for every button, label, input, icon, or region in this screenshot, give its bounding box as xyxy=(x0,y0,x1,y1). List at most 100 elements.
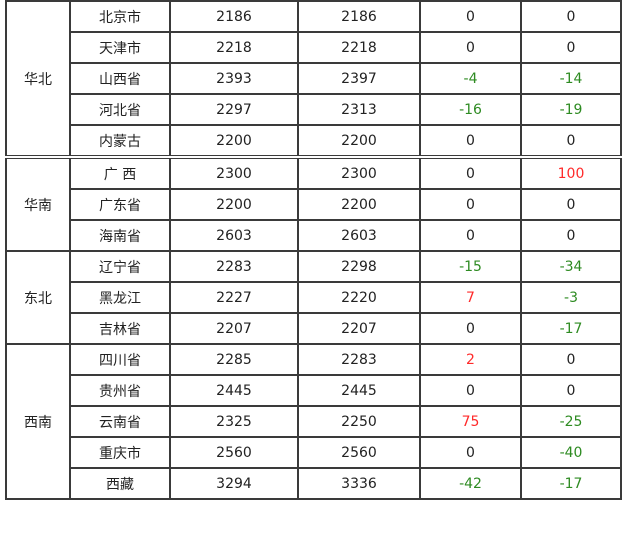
change-cell: -34 xyxy=(520,250,622,283)
table-row: 西南 四川省 2285 2283 2 0 xyxy=(5,343,622,500)
province-cell: 山西省 xyxy=(69,62,171,95)
province-cell: 四川省 xyxy=(69,343,171,376)
change-cell: 0 xyxy=(419,436,522,469)
value-cell: 2200 xyxy=(297,124,421,158)
change-cell: -15 xyxy=(419,250,522,283)
table-row: 西藏 3294 3336 -42 -17 xyxy=(6,467,622,500)
change-cell: -17 xyxy=(520,312,622,345)
value-cell: 3336 xyxy=(297,467,421,500)
table-row: 黑龙江 2227 2220 7 -3 xyxy=(6,281,622,314)
region-cell: 华南 xyxy=(5,155,71,252)
value-cell: 2186 xyxy=(297,0,421,33)
change-cell: 0 xyxy=(520,343,622,376)
value-cell: 2397 xyxy=(297,62,421,95)
value-cell: 2200 xyxy=(297,188,421,221)
value-cell: 2186 xyxy=(169,0,299,33)
province-cell: 辽宁省 xyxy=(69,250,171,283)
province-cell: 海南省 xyxy=(69,219,171,252)
value-cell: 2445 xyxy=(297,374,421,407)
value-cell: 2207 xyxy=(169,312,299,345)
table-row: 吉林省 2207 2207 0 -17 xyxy=(6,312,622,345)
value-cell: 2207 xyxy=(297,312,421,345)
change-cell: 100 xyxy=(520,155,622,190)
value-cell: 2220 xyxy=(297,281,421,314)
region-cell: 华北 xyxy=(5,0,71,158)
value-cell: 2283 xyxy=(297,343,421,376)
province-cell: 重庆市 xyxy=(69,436,171,469)
value-cell: 2298 xyxy=(297,250,421,283)
change-cell: -4 xyxy=(419,62,522,95)
value-cell: 2560 xyxy=(297,436,421,469)
change-cell: -14 xyxy=(520,62,622,95)
change-cell: 0 xyxy=(520,374,622,407)
region-cell: 东北 xyxy=(5,250,71,345)
change-cell: 0 xyxy=(419,188,522,221)
table-row: 山西省 2393 2397 -4 -14 xyxy=(6,62,622,95)
change-cell: 0 xyxy=(520,219,622,252)
value-cell: 2250 xyxy=(297,405,421,438)
province-cell: 贵州省 xyxy=(69,374,171,407)
value-cell: 2300 xyxy=(169,155,299,190)
province-cell: 广 西 xyxy=(69,155,171,190)
value-cell: 2603 xyxy=(169,219,299,252)
value-cell: 2200 xyxy=(169,124,299,158)
province-cell: 天津市 xyxy=(69,31,171,64)
table-row: 内蒙古 2200 2200 0 0 xyxy=(6,124,622,158)
province-cell: 广东省 xyxy=(69,188,171,221)
province-cell: 河北省 xyxy=(69,93,171,126)
change-cell: -25 xyxy=(520,405,622,438)
value-cell: 2200 xyxy=(169,188,299,221)
change-cell: 0 xyxy=(419,219,522,252)
value-cell: 2218 xyxy=(169,31,299,64)
value-cell: 3294 xyxy=(169,467,299,500)
table-row: 华南广 西 2300 2300 0 100 xyxy=(5,155,622,252)
change-cell: 75 xyxy=(419,405,522,438)
change-cell: -17 xyxy=(520,467,622,500)
value-cell: 2445 xyxy=(169,374,299,407)
change-cell: -42 xyxy=(419,467,522,500)
change-cell: 0 xyxy=(520,188,622,221)
value-cell: 2285 xyxy=(169,343,299,376)
table-row: 广东省 2200 2200 0 0 xyxy=(6,188,622,221)
table-row: 天津市 2218 2218 0 0 xyxy=(6,31,622,64)
change-cell: 2 xyxy=(419,343,522,376)
value-cell: 2227 xyxy=(169,281,299,314)
table-row: 海南省 2603 2603 0 0 xyxy=(6,219,622,252)
table-row: 东北 辽宁省 2283 2298 -15 -34 xyxy=(5,250,622,345)
province-cell: 黑龙江 xyxy=(69,281,171,314)
change-cell: -3 xyxy=(520,281,622,314)
value-cell: 2393 xyxy=(169,62,299,95)
value-cell: 2218 xyxy=(297,31,421,64)
change-cell: -40 xyxy=(520,436,622,469)
value-cell: 2560 xyxy=(169,436,299,469)
value-cell: 2603 xyxy=(297,219,421,252)
change-cell: 0 xyxy=(419,124,522,158)
value-cell: 2300 xyxy=(297,155,421,190)
table-row: 贵州省 2445 2445 0 0 xyxy=(6,374,622,407)
change-cell: 0 xyxy=(419,374,522,407)
province-cell: 云南省 xyxy=(69,405,171,438)
change-cell: 7 xyxy=(419,281,522,314)
province-cell: 内蒙古 xyxy=(69,124,171,158)
province-cell: 北京市 xyxy=(69,0,171,33)
change-cell: 0 xyxy=(419,155,522,190)
change-cell: 0 xyxy=(419,31,522,64)
change-cell: 0 xyxy=(520,124,622,158)
value-cell: 2313 xyxy=(297,93,421,126)
price-table: 华北 北京市 2186 2186 0 0 天津市 2218 2218 0 0 山西省 2393 2397-… xyxy=(5,0,622,500)
province-cell: 吉林省 xyxy=(69,312,171,345)
value-cell: 2283 xyxy=(169,250,299,283)
change-cell: -19 xyxy=(520,93,622,126)
table-row: 河北省 2297 2313 -16 -19 xyxy=(6,93,622,126)
table-row: 华北 北京市 2186 2186 0 0 xyxy=(5,0,622,158)
change-cell: 0 xyxy=(419,312,522,345)
change-cell: 0 xyxy=(520,0,622,33)
table-row: 重庆市 2560 2560 0 -40 xyxy=(6,436,622,469)
change-cell: 0 xyxy=(520,31,622,64)
value-cell: 2297 xyxy=(169,93,299,126)
change-cell: 0 xyxy=(419,0,522,33)
province-cell: 西藏 xyxy=(69,467,171,500)
value-cell: 2325 xyxy=(169,405,299,438)
change-cell: -16 xyxy=(419,93,522,126)
table-row: 云南省 2325 2250 75 -25 xyxy=(6,405,622,438)
